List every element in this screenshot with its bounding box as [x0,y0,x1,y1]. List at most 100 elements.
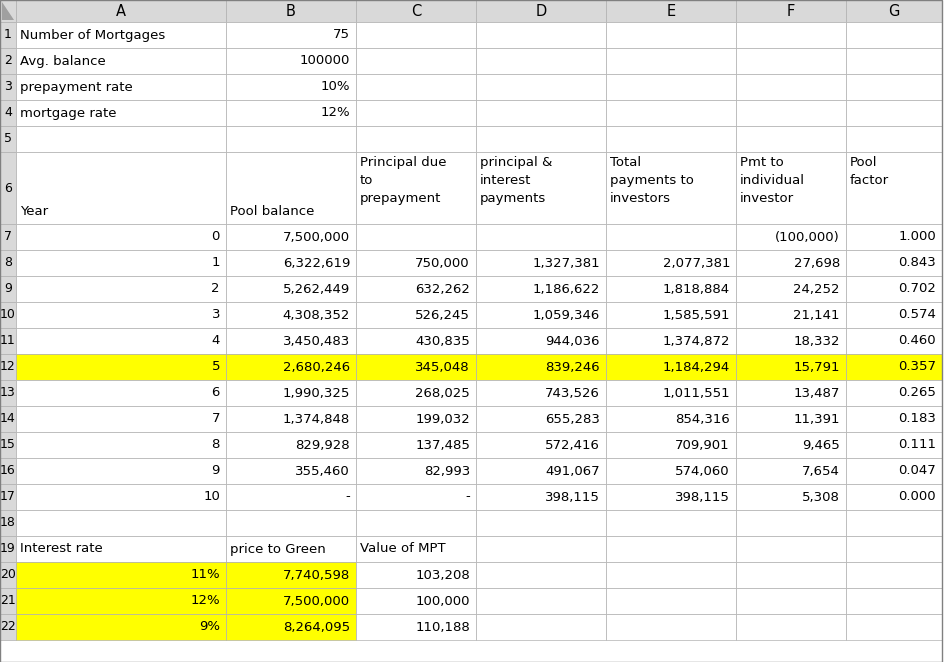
Text: 1,818,884: 1,818,884 [663,283,730,295]
Text: Year: Year [20,205,49,218]
Bar [606,328,736,354]
Text: 1,327,381: 1,327,381 [532,256,600,269]
Bar [0,152,16,224]
Bar [606,100,736,126]
Text: 572,416: 572,416 [545,438,600,451]
Bar [16,0,226,22]
Text: 110,188: 110,188 [415,620,470,634]
Bar [736,562,846,588]
Text: 3: 3 [211,308,220,322]
Text: 12%: 12% [190,594,220,608]
Text: 268,025: 268,025 [415,387,470,399]
Bar [476,328,606,354]
Bar [226,100,356,126]
Bar [606,406,736,432]
Bar [846,276,942,302]
Bar [846,432,942,458]
Bar [0,484,16,510]
Bar [356,380,476,406]
Bar [356,484,476,510]
Text: 12%: 12% [321,107,350,120]
Bar [356,276,476,302]
Bar [0,614,16,640]
Text: 10%: 10% [321,81,350,93]
Bar [16,484,226,510]
Bar [0,74,16,100]
Text: 17: 17 [0,491,16,504]
Text: 13: 13 [0,387,16,399]
Text: -: - [346,491,350,504]
Bar [476,152,606,224]
Text: G: G [888,3,900,19]
Bar [736,0,846,22]
Bar [0,276,16,302]
Text: 9: 9 [211,465,220,477]
Bar [476,276,606,302]
Text: 100000: 100000 [300,54,350,68]
Text: 7,500,000: 7,500,000 [283,230,350,244]
Text: principal &
interest
payments: principal & interest payments [480,156,552,205]
Bar [226,562,356,588]
Text: prepayment rate: prepayment rate [20,81,132,93]
Text: 75: 75 [333,28,350,42]
Bar [606,48,736,74]
Bar [736,276,846,302]
Text: 0.702: 0.702 [898,283,936,295]
Bar [16,510,226,536]
Bar [226,614,356,640]
Text: 13,487: 13,487 [794,387,840,399]
Bar [16,48,226,74]
Bar [226,458,356,484]
Text: 3: 3 [4,81,12,93]
Text: 24,252: 24,252 [794,283,840,295]
Text: 9: 9 [4,283,12,295]
Text: 839,246: 839,246 [545,361,600,373]
Bar [16,432,226,458]
Bar [16,328,226,354]
Bar [16,22,226,48]
Text: 2: 2 [211,283,220,295]
Bar [16,458,226,484]
Text: Value of MPT: Value of MPT [360,542,446,555]
Bar [846,100,942,126]
Bar [476,458,606,484]
Bar [16,250,226,276]
Text: 1: 1 [4,28,12,42]
Bar [226,588,356,614]
Bar [736,614,846,640]
Bar [736,74,846,100]
Text: 16: 16 [0,465,16,477]
Bar [356,74,476,100]
Bar [846,510,942,536]
Bar [16,380,226,406]
Text: 2,077,381: 2,077,381 [663,256,730,269]
Text: 944,036: 944,036 [545,334,600,348]
Text: 7,500,000: 7,500,000 [283,594,350,608]
Bar [846,224,942,250]
Text: 14: 14 [0,412,16,426]
Text: Pmt to
individual
investor: Pmt to individual investor [740,156,805,205]
Bar [16,614,226,640]
Text: 5,308: 5,308 [803,491,840,504]
Bar [0,250,16,276]
Bar [606,484,736,510]
Bar [0,588,16,614]
Bar [846,250,942,276]
Text: 0.265: 0.265 [898,387,936,399]
Text: 8,264,095: 8,264,095 [283,620,350,634]
Bar [846,22,942,48]
Bar [846,536,942,562]
Text: 1,059,346: 1,059,346 [533,308,600,322]
Bar [226,302,356,328]
Text: 398,115: 398,115 [675,491,730,504]
Text: 11,391: 11,391 [794,412,840,426]
Bar [736,126,846,152]
Bar [736,328,846,354]
Bar [356,250,476,276]
Text: 709,901: 709,901 [675,438,730,451]
Bar [606,152,736,224]
Bar [16,224,226,250]
Text: E: E [666,3,676,19]
Bar [0,100,16,126]
Text: -: - [466,491,470,504]
